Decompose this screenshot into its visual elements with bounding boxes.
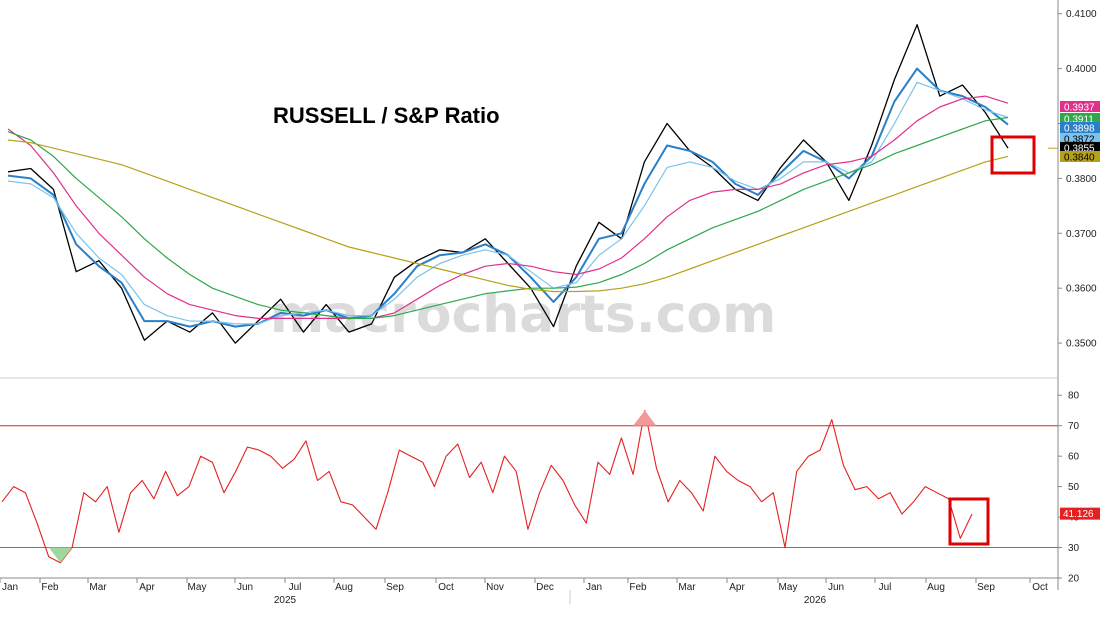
last-value-tag: [1060, 101, 1100, 112]
x-tick-label: Feb: [41, 582, 59, 593]
x-tick-label: Oct: [438, 582, 454, 593]
x-tick-label: Jan: [2, 582, 18, 593]
last-value-tag: [1060, 151, 1100, 162]
rsi-last-value-tag: [1060, 507, 1100, 520]
x-tick-label: Jan: [586, 582, 602, 593]
rsi-oversold-fill: [48, 547, 73, 563]
x-tick-label: Sep: [977, 582, 995, 593]
last-value-tag-label: 0.3898: [1064, 124, 1095, 135]
rsi-overbought-fill: [633, 410, 657, 426]
chart-title: RUSSELL / S&P Ratio: [273, 103, 500, 128]
x-tick-label: Jun: [828, 582, 844, 593]
price-y-tick-label: 0.3500: [1066, 339, 1097, 350]
series-line-ma_400: [7, 139, 1009, 293]
series-line-ma_200: [7, 116, 1009, 319]
last-value-tag-label: 0.3855: [1064, 144, 1095, 155]
last-value-tag-label: 0.3937: [1064, 103, 1095, 114]
rsi-y-tick-label: 50: [1068, 482, 1080, 493]
rsi-y-tick-label: 80: [1068, 391, 1080, 402]
x-tick-label: Mar: [678, 582, 696, 593]
x-year-label: 2025: [274, 595, 297, 606]
x-tick-label: Jul: [289, 582, 302, 593]
x-tick-label: Aug: [335, 582, 353, 593]
x-tick-label: Aug: [927, 582, 945, 593]
rsi-highlight-box: [948, 497, 990, 546]
x-year-label: 2026: [804, 595, 827, 606]
rsi-last-value-label: 41.126: [1063, 509, 1094, 520]
price-y-tick-label: 0.4100: [1066, 9, 1097, 20]
x-tick-label: Nov: [486, 582, 504, 593]
last-value-tag-label: 0.3872: [1064, 135, 1095, 146]
last-value-tag: [1060, 142, 1100, 153]
x-tick-label: Jul: [879, 582, 892, 593]
x-tick-label: Jun: [237, 582, 253, 593]
rsi-y-tick-label: 20: [1068, 574, 1080, 585]
price-y-tick-label: 0.3600: [1066, 284, 1097, 295]
x-tick-label: Mar: [89, 582, 107, 593]
last-value-tag-label: 0.3911: [1064, 115, 1094, 126]
last-value-tag: [1060, 122, 1100, 133]
x-tick-label: Apr: [729, 582, 745, 593]
price-y-tick-label: 0.3800: [1066, 174, 1097, 185]
price-highlight-box: [990, 135, 1036, 175]
rsi-y-tick-label: 30: [1068, 543, 1080, 554]
last-value-tag-label: 0.3840: [1064, 153, 1095, 164]
series-line-ma_mid: [7, 81, 1009, 325]
rsi-y-tick-label: 70: [1068, 421, 1080, 432]
x-tick-label: Feb: [629, 582, 647, 593]
x-tick-label: Sep: [386, 582, 404, 593]
series-line-ma_100: [7, 95, 1009, 319]
last-value-tag: [1060, 113, 1100, 124]
x-tick-label: Dec: [536, 582, 554, 593]
last-value-tag: [1060, 133, 1100, 144]
price-y-tick-label: 0.4000: [1066, 64, 1097, 75]
x-tick-label: May: [779, 582, 798, 593]
rsi-line: [1, 409, 973, 564]
x-tick-label: Apr: [139, 582, 155, 593]
rsi-y-tick-label: 60: [1068, 452, 1080, 463]
price-y-tick-label: 0.3700: [1066, 229, 1097, 240]
x-tick-label: May: [188, 582, 207, 593]
x-tick-label: Oct: [1032, 582, 1048, 593]
